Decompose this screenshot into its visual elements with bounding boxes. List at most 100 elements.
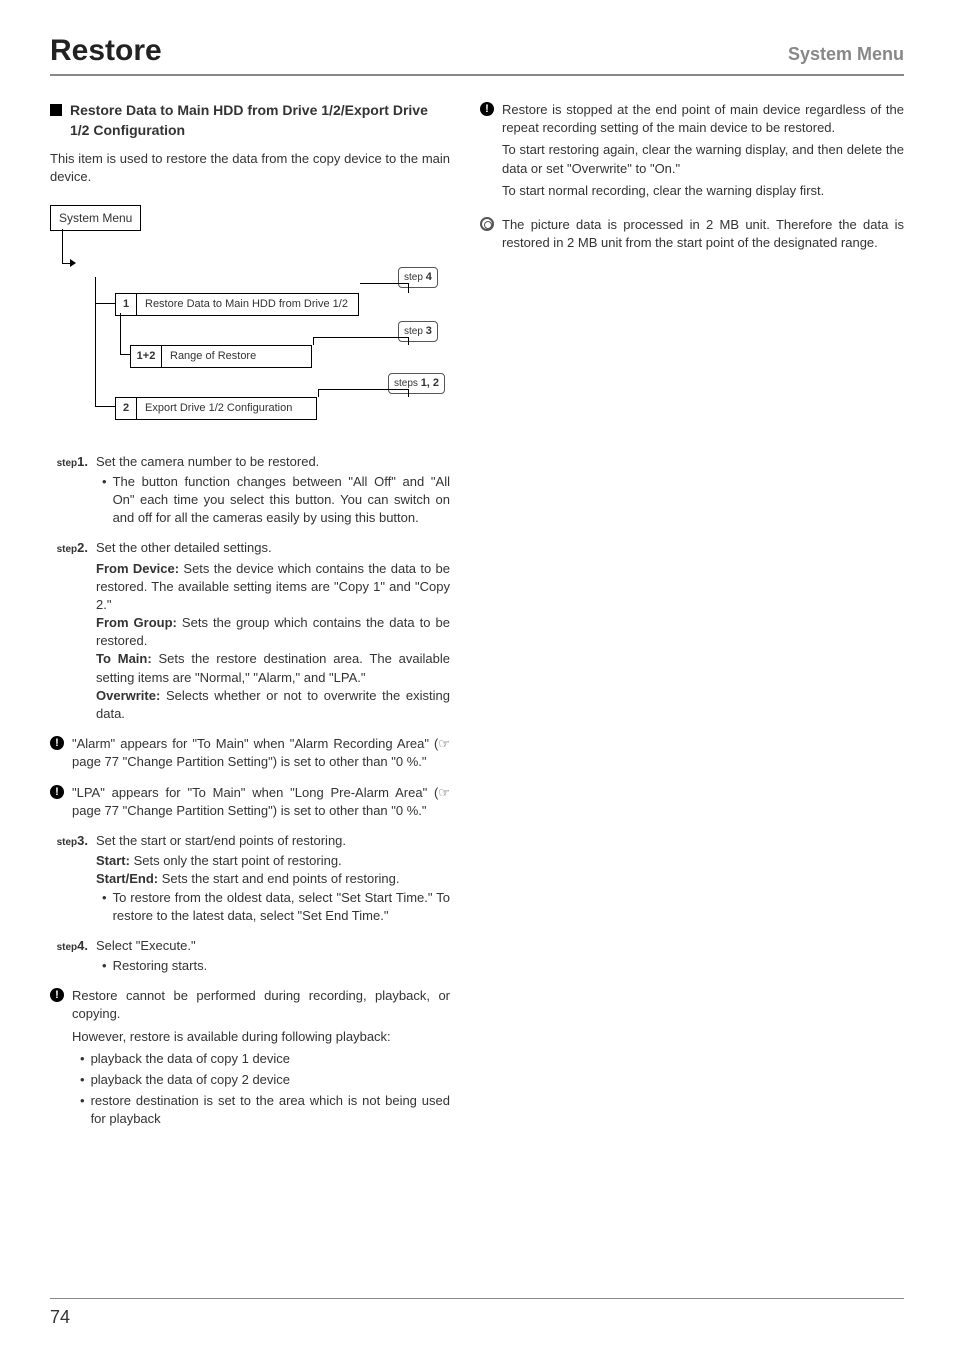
tip-note: The picture data is processed in 2 MB un… [480, 216, 904, 252]
diagram-step12-callout: steps 1, 2 [388, 373, 445, 394]
step2-body: Set the other detailed settings. From De… [96, 539, 450, 723]
section-title: Restore Data to Main HDD from Drive 1/2/… [70, 101, 450, 140]
step1-lead: Set the camera number to be restored. [96, 453, 450, 471]
diagram-line [95, 406, 115, 407]
list-item: •restore destination is set to the area … [80, 1092, 450, 1128]
diagram-step3-callout: step 3 [398, 321, 438, 342]
section-heading: Restore Data to Main HDD from Drive 1/2/… [50, 101, 450, 140]
diagram-line [313, 337, 408, 338]
step3-lead: Set the start or start/end points of res… [96, 832, 450, 850]
step2-to-main: To Main: Sets the restore destination ar… [96, 650, 450, 686]
diagram-line [408, 337, 409, 345]
startend-label: Start/End: [96, 871, 158, 886]
overwrite-label: Overwrite: [96, 688, 160, 703]
diagram-line [408, 389, 409, 397]
step-4: step4. Select "Execute." • Restoring star… [50, 937, 450, 975]
bullet-dot-icon: • [102, 889, 107, 925]
list-item-text: playback the data of copy 1 device [91, 1050, 290, 1068]
step1-body: Set the camera number to be restored. •T… [96, 453, 450, 528]
list-item: • playback the data of copy 2 device [80, 1071, 450, 1089]
page-footer: 74 [50, 1298, 904, 1330]
from-group-label: From Group: [96, 615, 177, 630]
diagram-item-1: 1 Restore Data to Main HDD from Drive 1/… [115, 293, 359, 316]
page-number: 74 [50, 1307, 70, 1327]
square-bullet-icon [50, 104, 62, 116]
bullet-dot-icon: • [102, 473, 107, 528]
step4-num: 4. [77, 938, 88, 953]
note-alarm-text: "Alarm" appears for "To Main" when "Alar… [72, 735, 450, 771]
step4-lead: Select "Execute." [96, 937, 450, 955]
diagram-item-2: 1+2 Range of Restore [130, 345, 312, 368]
page-section: System Menu [788, 42, 904, 67]
bullet-dot-icon: • [80, 1071, 85, 1089]
diagram-item-3: 2 Export Drive 1/2 Configuration [115, 397, 317, 420]
diagram-line [95, 277, 96, 407]
step-2: step2. Set the other detailed settings. … [50, 539, 450, 723]
note-alarm: ! "Alarm" appears for "To Main" when "Al… [50, 735, 450, 771]
diagram-line [360, 283, 408, 284]
diagram-system-menu: System Menu [50, 205, 141, 232]
bullet-dot-icon: • [102, 957, 107, 975]
diagram-line [120, 354, 130, 355]
note-stop-p1: Restore is stopped at the end point of m… [502, 101, 904, 137]
note-recording-p1: Restore cannot be performed during recor… [72, 987, 450, 1023]
tip-text: The picture data is processed in 2 MB un… [502, 216, 904, 252]
step1-label: step1. [50, 453, 88, 528]
step2-overwrite: Overwrite: Selects whether or not to ove… [96, 687, 450, 723]
step2-num: 2. [77, 540, 88, 555]
section-intro: This item is used to restore the data fr… [50, 150, 450, 186]
diagram-step4-num: 4 [426, 271, 432, 283]
step4-body: Select "Execute." • Restoring starts. [96, 937, 450, 975]
note-lpa-text: "LPA" appears for "To Main" when "Long P… [72, 784, 450, 820]
start-label: Start: [96, 853, 130, 868]
step4-label: step4. [50, 937, 88, 975]
page-header: Restore System Menu [50, 30, 904, 76]
note-stop-p2: To start restoring again, clear the warn… [502, 141, 904, 177]
step3-startend: Start/End: Sets the start and end points… [96, 870, 450, 888]
diagram-item1-label: Restore Data to Main HDD from Drive 1/2 [137, 293, 359, 316]
diagram-item3-num: 2 [115, 397, 137, 420]
note-recording: ! Restore cannot be performed during rec… [50, 987, 450, 1131]
diagram-line [313, 337, 314, 345]
warning-icon: ! [50, 736, 64, 750]
list-item: • playback the data of copy 1 device [80, 1050, 450, 1068]
step-3: step3. Set the start or start/end points… [50, 832, 450, 925]
bullet-dot-icon: • [80, 1092, 85, 1128]
note-stop-p3: To start normal recording, clear the war… [502, 182, 904, 200]
step3-start: Start: Sets only the start point of rest… [96, 852, 450, 870]
warning-icon: ! [50, 988, 64, 1002]
step2-lead: Set the other detailed settings. [96, 539, 450, 557]
step3-bullet: •To restore from the oldest data, select… [96, 889, 450, 925]
step4-bullet-text: Restoring starts. [113, 957, 208, 975]
tip-icon [480, 217, 494, 231]
step2-prefix: step [57, 544, 78, 555]
note-stop-body: Restore is stopped at the end point of m… [502, 101, 904, 204]
list-item-text: playback the data of copy 2 device [91, 1071, 290, 1089]
step2-label: step2. [50, 539, 88, 723]
warning-icon: ! [50, 785, 64, 799]
diagram-line [120, 313, 121, 355]
diagram-step4-callout: step 4 [398, 267, 438, 288]
note-recording-body: Restore cannot be performed during recor… [72, 987, 450, 1131]
diagram-step12-prefix: steps [394, 378, 418, 389]
note-lpa: ! "LPA" appears for "To Main" when "Long… [50, 784, 450, 820]
step1-num: 1. [77, 454, 88, 469]
start-text: Sets only the start point of restoring. [130, 853, 342, 868]
page-title: Restore [50, 30, 162, 72]
bullet-dot-icon: • [80, 1050, 85, 1068]
step4-prefix: step [57, 942, 78, 953]
diagram-step4-prefix: step [404, 272, 423, 283]
step3-prefix: step [57, 837, 78, 848]
step3-bullet-text: To restore from the oldest data, select … [113, 889, 450, 925]
from-device-label: From Device: [96, 561, 179, 576]
step3-num: 3. [77, 833, 88, 848]
note-recording-p2: However, restore is available during fol… [72, 1028, 450, 1046]
list-item-text: restore destination is set to the area w… [91, 1092, 450, 1128]
diagram-line [408, 283, 409, 293]
arrow-right-icon [70, 259, 76, 267]
startend-text: Sets the start and end points of restori… [158, 871, 399, 886]
warning-icon: ! [480, 102, 494, 116]
diagram-step3-prefix: step [404, 326, 423, 337]
diagram-item1-num: 1 [115, 293, 137, 316]
step3-body: Set the start or start/end points of res… [96, 832, 450, 925]
